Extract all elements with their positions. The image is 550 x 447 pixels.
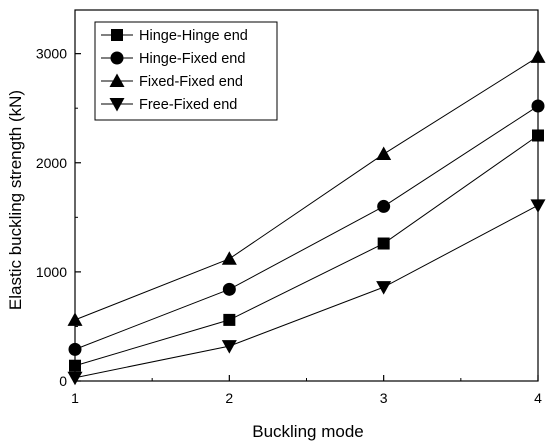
data-point [376,281,392,295]
data-point [69,359,81,372]
series-group [67,49,546,386]
data-point [67,371,83,386]
legend-marker [110,51,124,65]
legend-label: Hinge-Fixed end [139,51,245,67]
data-point [530,49,546,63]
legend-item: Hinge-Fixed end [101,51,245,67]
legend-label: Hinge-Hinge end [139,28,248,44]
series-1 [68,99,545,356]
data-point [377,199,391,213]
legend-marker [109,98,125,112]
y-axis-title: Elastic buckling strength (kN) [6,90,25,310]
series-line [74,204,539,379]
series-line [74,56,539,321]
legend-item: Free-Fixed end [101,97,237,113]
series-line [74,105,539,350]
axes: 1 2 3 4 0 1000 2000 3000 [36,9,542,406]
legend-marker [111,29,123,41]
y-tick-label: 1000 [36,264,67,280]
data-point [376,146,392,161]
data-point [531,99,545,113]
series-3 [67,199,546,386]
series-2 [67,49,546,326]
data-point [221,251,237,265]
x-axis-title: Buckling mode [252,422,364,441]
legend-item: Hinge-Hinge end [101,28,248,44]
data-point [67,312,83,326]
data-point [68,342,82,356]
x-tick-label: 4 [534,390,542,406]
legend-marker [109,73,125,87]
x-tick-label: 1 [71,390,79,406]
legend-item: Fixed-Fixed end [101,73,243,90]
y-tick-label: 0 [59,373,67,389]
data-point [221,340,237,354]
data-point [223,313,236,326]
data-point [530,199,546,213]
y-tick-label: 3000 [36,46,67,62]
data-point [532,129,544,142]
legend-label: Free-Fixed end [139,97,237,113]
data-point [377,237,390,250]
legend-label: Fixed-Fixed end [139,74,243,90]
series-line [74,135,539,367]
series-0 [69,129,544,372]
x-tick-label: 2 [225,390,233,406]
x-tick-label: 3 [380,390,388,406]
y-tick-label: 2000 [36,155,67,171]
legend: Hinge-Hinge end Hinge-Fixed end Fixed-Fixe… [94,21,278,121]
data-point [222,282,236,296]
